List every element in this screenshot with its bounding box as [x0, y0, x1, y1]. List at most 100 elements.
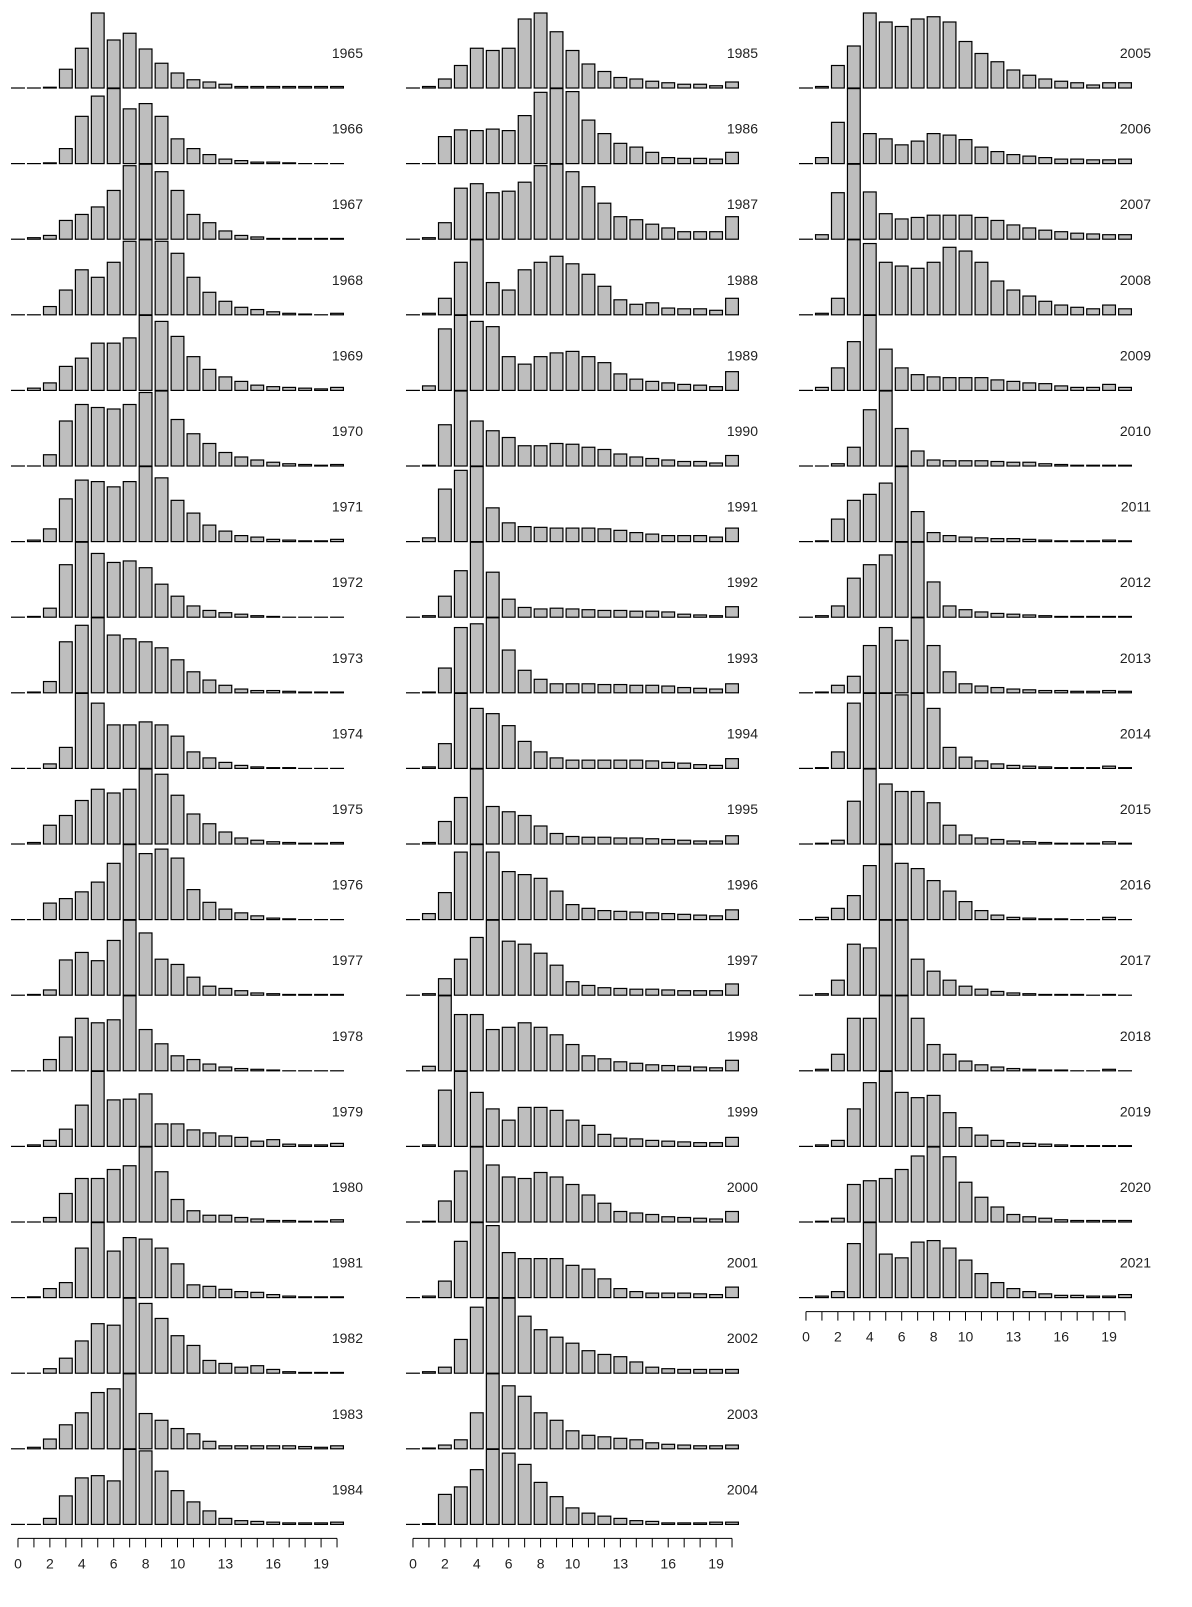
bar — [421, 1447, 436, 1450]
bar — [1054, 463, 1069, 467]
bar — [565, 90, 580, 165]
bar — [894, 144, 909, 165]
panel-label: 2016 — [1120, 877, 1151, 893]
bar — [597, 1353, 612, 1374]
bar — [282, 386, 297, 391]
bar — [878, 995, 893, 1072]
bar — [1022, 614, 1037, 618]
bar — [485, 49, 500, 89]
bar — [581, 759, 596, 770]
bar — [629, 988, 644, 996]
bar — [565, 1507, 580, 1526]
bar — [26, 237, 41, 240]
bar — [645, 610, 660, 618]
bar — [58, 498, 73, 543]
bar — [1022, 74, 1037, 89]
bar — [645, 684, 660, 694]
bar — [485, 1448, 500, 1526]
bar — [170, 735, 185, 770]
bar — [485, 1373, 500, 1450]
bar — [1118, 386, 1133, 391]
bar — [581, 1512, 596, 1526]
bar — [106, 486, 121, 543]
bar — [74, 357, 89, 391]
bar — [709, 536, 724, 543]
bar — [677, 1522, 692, 1526]
bar — [974, 52, 989, 89]
bar — [1038, 383, 1053, 391]
bar — [74, 47, 89, 89]
bar — [830, 463, 845, 467]
bar — [942, 824, 957, 845]
bar — [485, 192, 500, 240]
bar — [533, 1329, 548, 1374]
bar — [330, 841, 345, 845]
bar — [862, 1221, 877, 1299]
bar — [501, 1297, 516, 1374]
bar — [485, 430, 500, 467]
bar — [90, 95, 105, 165]
bar — [862, 564, 877, 618]
bar — [186, 356, 201, 391]
bar — [1054, 918, 1069, 921]
bar — [645, 302, 660, 316]
bar — [862, 409, 877, 467]
bar — [42, 1216, 57, 1223]
bar — [106, 1324, 121, 1374]
panel-label: 2013 — [1120, 650, 1151, 666]
bar — [26, 691, 41, 694]
bar — [846, 87, 861, 165]
bar — [533, 91, 548, 165]
bar — [661, 307, 676, 316]
bar — [234, 613, 249, 618]
bar — [485, 713, 500, 770]
bar — [1086, 308, 1101, 316]
bar — [597, 362, 612, 391]
bar — [202, 985, 217, 996]
bar — [629, 1290, 644, 1299]
bar — [565, 1264, 580, 1299]
bar — [42, 607, 57, 618]
bar — [437, 743, 452, 770]
bar — [517, 445, 532, 467]
bar — [314, 1144, 329, 1148]
bar — [106, 1019, 121, 1072]
bar — [1038, 615, 1053, 618]
bar — [661, 157, 676, 165]
bar — [122, 560, 137, 618]
bar — [894, 919, 909, 996]
bar — [661, 1064, 676, 1072]
bar — [613, 453, 628, 467]
bar — [421, 1144, 436, 1148]
bar — [1086, 1145, 1101, 1148]
bar — [282, 1522, 297, 1526]
bar — [501, 940, 516, 996]
bar — [154, 320, 169, 391]
bar — [725, 1136, 740, 1148]
bar — [485, 571, 500, 618]
bar — [1102, 304, 1117, 316]
bar — [565, 263, 580, 316]
bar — [517, 269, 532, 316]
bar — [910, 140, 925, 165]
bar — [453, 692, 468, 770]
bar — [990, 686, 1005, 694]
bar — [533, 751, 548, 770]
bar — [878, 138, 893, 165]
bar — [58, 1495, 73, 1526]
bar — [725, 151, 740, 165]
bar — [421, 85, 436, 89]
bar — [453, 187, 468, 240]
panel-label: 1999 — [727, 1103, 758, 1119]
bar — [42, 1368, 57, 1374]
panel-label: 1966 — [332, 121, 363, 137]
bar — [814, 842, 829, 845]
bar — [453, 1439, 468, 1450]
bar — [846, 1183, 861, 1223]
bar — [894, 218, 909, 240]
bar — [878, 919, 893, 996]
x-tick-label: 6 — [110, 1555, 118, 1571]
bar — [1022, 227, 1037, 240]
panel-label: 2018 — [1120, 1028, 1151, 1044]
bar — [661, 382, 676, 391]
